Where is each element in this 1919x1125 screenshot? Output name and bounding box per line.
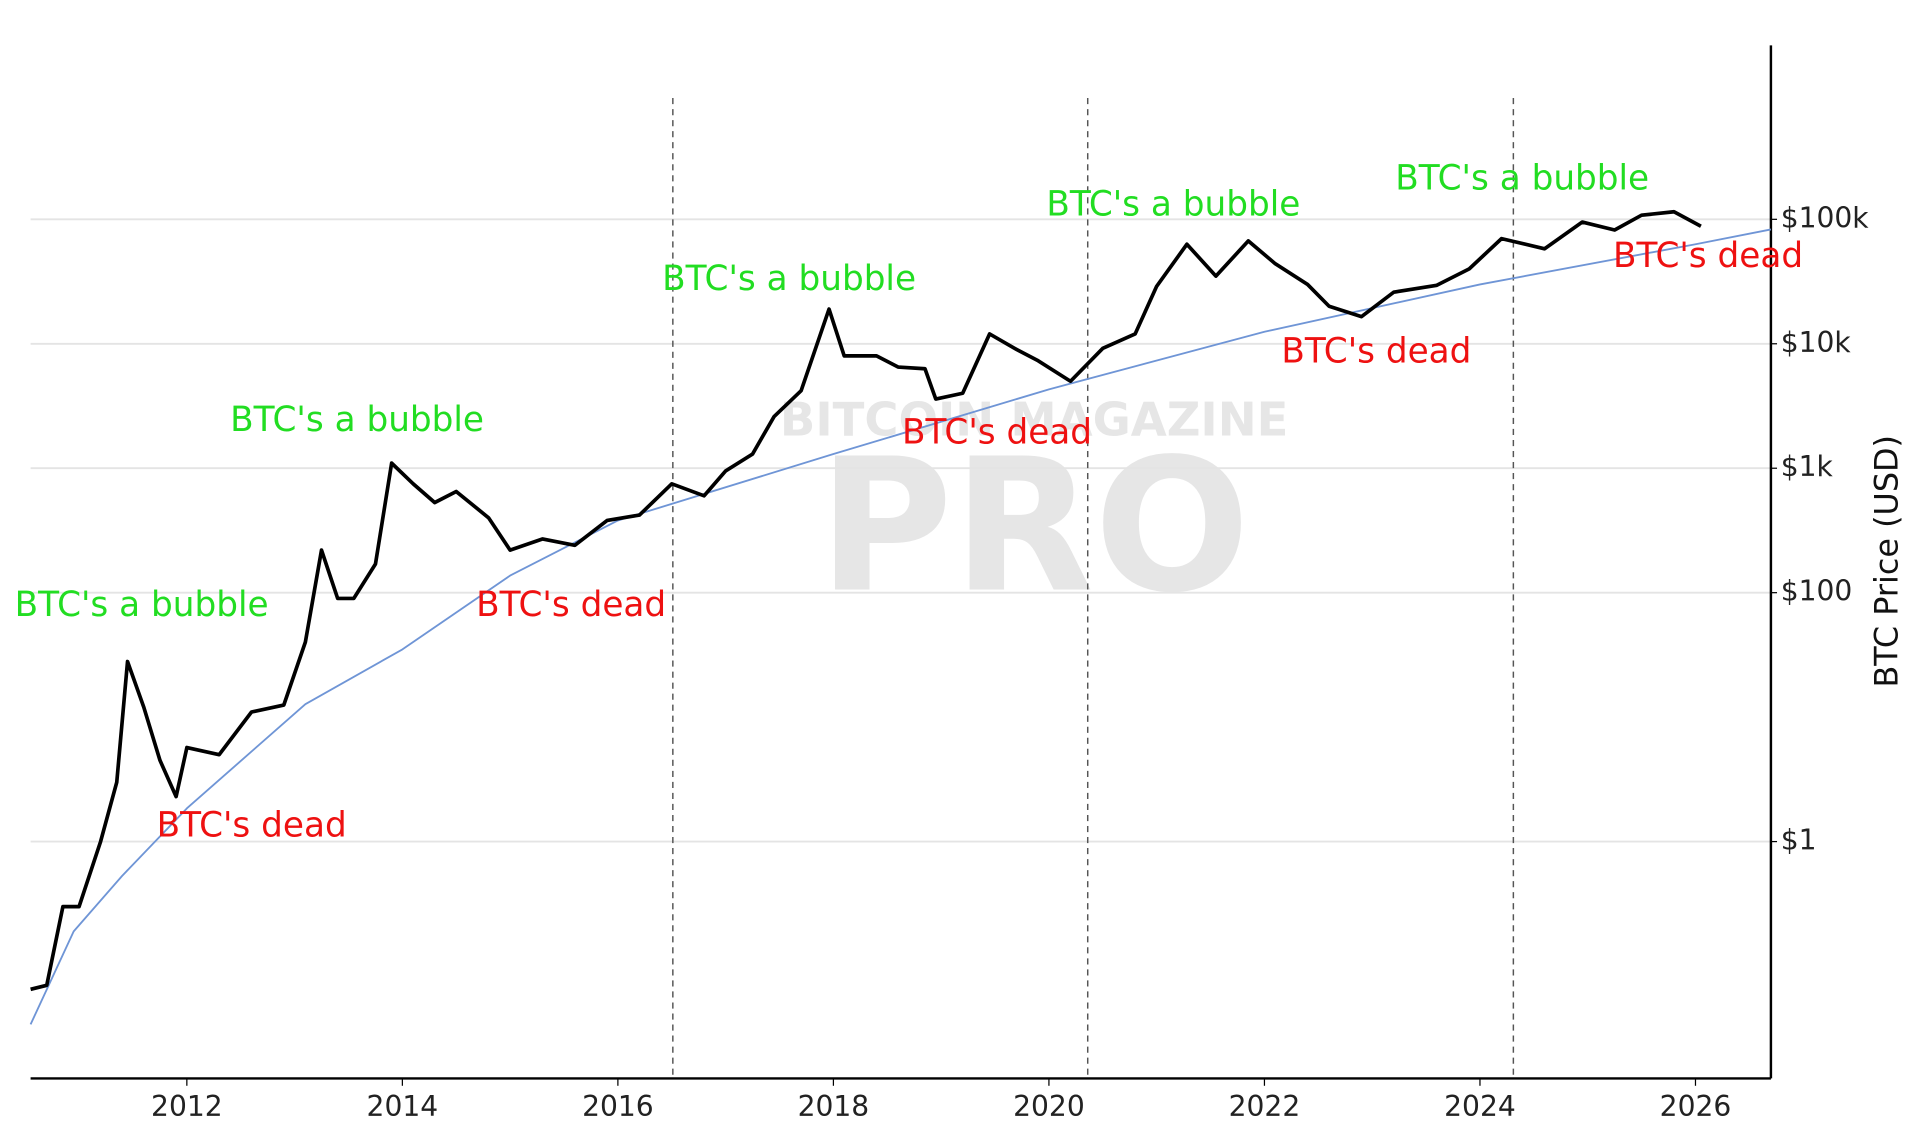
- annotation: BTC's dead: [476, 585, 666, 625]
- power-law-line: [29, 228, 1772, 1025]
- x-tick-label: 2020: [1013, 1090, 1085, 1123]
- x-tick-label: 2016: [582, 1090, 654, 1123]
- watermark: BITCOIN MAGAZINE: [780, 392, 1288, 446]
- annotation: BTC's dead: [157, 806, 347, 846]
- x-tick-label: 2024: [1444, 1090, 1516, 1123]
- annotation: BTC's dead: [1281, 331, 1471, 371]
- y-tick-label: $100k: [1781, 201, 1870, 234]
- annotation: BTC's a bubble: [15, 585, 269, 625]
- annotation: BTC's a bubble: [230, 400, 484, 440]
- annotation: BTC's a bubble: [662, 259, 916, 299]
- annotation: BTC's dead: [902, 412, 1092, 452]
- x-tick-label: 2026: [1660, 1090, 1732, 1123]
- y-tick-label: $1k: [1781, 450, 1834, 483]
- x-tick-label: 2012: [151, 1090, 223, 1123]
- y-tick-label: $100: [1781, 575, 1853, 608]
- annotation: BTC's dead: [1613, 236, 1803, 276]
- watermark: PRO: [818, 419, 1250, 633]
- x-tick-label: 2018: [798, 1090, 870, 1123]
- annotation: BTC's a bubble: [1395, 159, 1649, 199]
- x-tick-label: 2022: [1229, 1090, 1301, 1123]
- y-tick-label: $1: [1781, 824, 1817, 857]
- y-axis-label: BTC Price (USD): [1867, 435, 1905, 688]
- price-line: [30, 209, 1702, 992]
- x-tick-label: 2014: [367, 1090, 439, 1123]
- annotation: BTC's a bubble: [1046, 184, 1300, 224]
- y-tick-label: $10k: [1781, 326, 1852, 359]
